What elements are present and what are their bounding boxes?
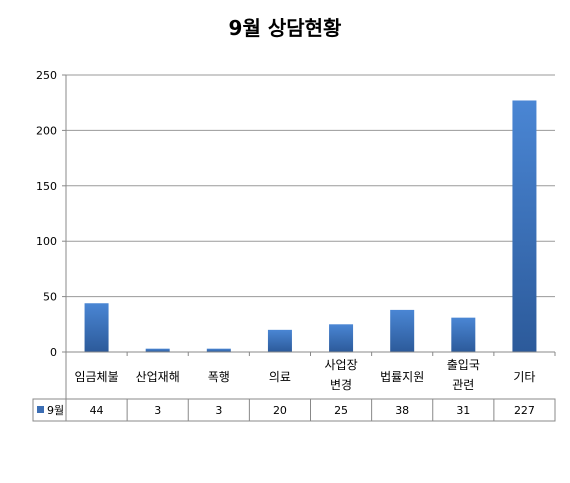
category-label: 산업재해 — [136, 370, 180, 384]
category-label: 사업장 변경 — [325, 358, 358, 392]
chart-title: 9월 상담현황 — [228, 16, 342, 40]
data-table-value: 227 — [514, 404, 535, 417]
y-tick-label: 250 — [36, 69, 57, 82]
y-tick-label: 0 — [50, 346, 57, 359]
y-tick-label: 100 — [36, 235, 57, 248]
y-tick-label: 50 — [43, 291, 57, 304]
legend-swatch — [37, 406, 44, 413]
data-table-value: 31 — [456, 404, 470, 417]
data-table-value: 3 — [154, 404, 161, 417]
bar — [84, 303, 109, 352]
category-label: 법률지원 — [380, 370, 424, 384]
category-label: 임금체불 — [74, 370, 118, 384]
gridlines — [66, 74, 555, 298]
bar — [451, 317, 476, 352]
category-labels: 임금체불 산업재해 폭행 의료 사업장 변경 법률지원 출입국 관련 기타 — [74, 358, 535, 392]
bar — [390, 309, 415, 352]
bar — [206, 348, 231, 352]
data-table-value: 20 — [273, 404, 287, 417]
y-tick-labels: 0 50 100 150 200 250 — [36, 69, 57, 359]
bars — [84, 100, 537, 352]
y-tick-label: 150 — [36, 180, 57, 193]
data-table-value: 44 — [90, 404, 104, 417]
y-tick-label: 200 — [36, 124, 57, 137]
bar — [329, 324, 354, 352]
bar — [512, 100, 537, 352]
data-table-value: 25 — [334, 404, 348, 417]
data-table-border — [32, 398, 556, 422]
data-table-value: 38 — [395, 404, 409, 417]
category-label: 출입국 관련 — [447, 358, 480, 392]
category-label: 기타 — [513, 370, 535, 384]
axes — [62, 74, 556, 356]
data-table: 9월 44 3 3 20 25 38 31 227 — [32, 352, 556, 422]
data-table-value: 3 — [215, 404, 222, 417]
category-label: 의료 — [269, 370, 291, 384]
bar — [267, 329, 292, 352]
category-label: 폭행 — [208, 369, 230, 384]
bar — [145, 348, 170, 352]
legend-label: 9월 — [47, 404, 64, 417]
